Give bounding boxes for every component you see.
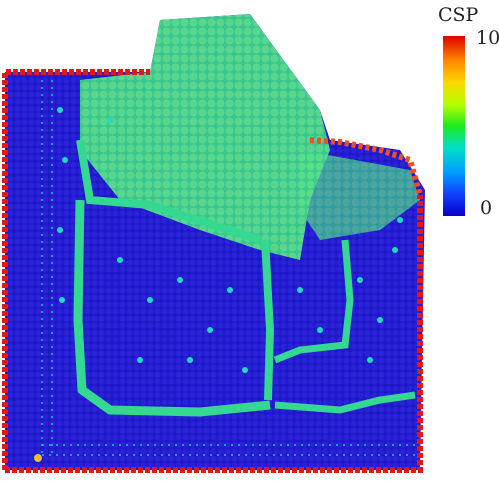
- disordered-region-right: [300, 150, 420, 240]
- grain-boundary-top-left: [76, 139, 262, 244]
- grain-boundary-left: [73, 199, 271, 417]
- grain-boundary-right: [274, 391, 416, 414]
- grain-boundary-inner: [261, 239, 275, 401]
- grain-boundary-middle: [273, 239, 354, 364]
- defect-atoms: [57, 107, 403, 373]
- surface-atoms: [2, 69, 150, 470]
- colorbar: [443, 36, 465, 216]
- colorbar-min-label: 0: [480, 197, 493, 219]
- corner-atom: [34, 454, 42, 462]
- colorbar-title: CSP: [438, 4, 479, 26]
- surface-atoms-top-right: [309, 137, 423, 196]
- disordered-region: [80, 14, 330, 260]
- colorbar-max-label: 10: [476, 27, 499, 49]
- surface-atoms-bottom: [5, 195, 423, 473]
- lattice-lines: [41, 80, 420, 456]
